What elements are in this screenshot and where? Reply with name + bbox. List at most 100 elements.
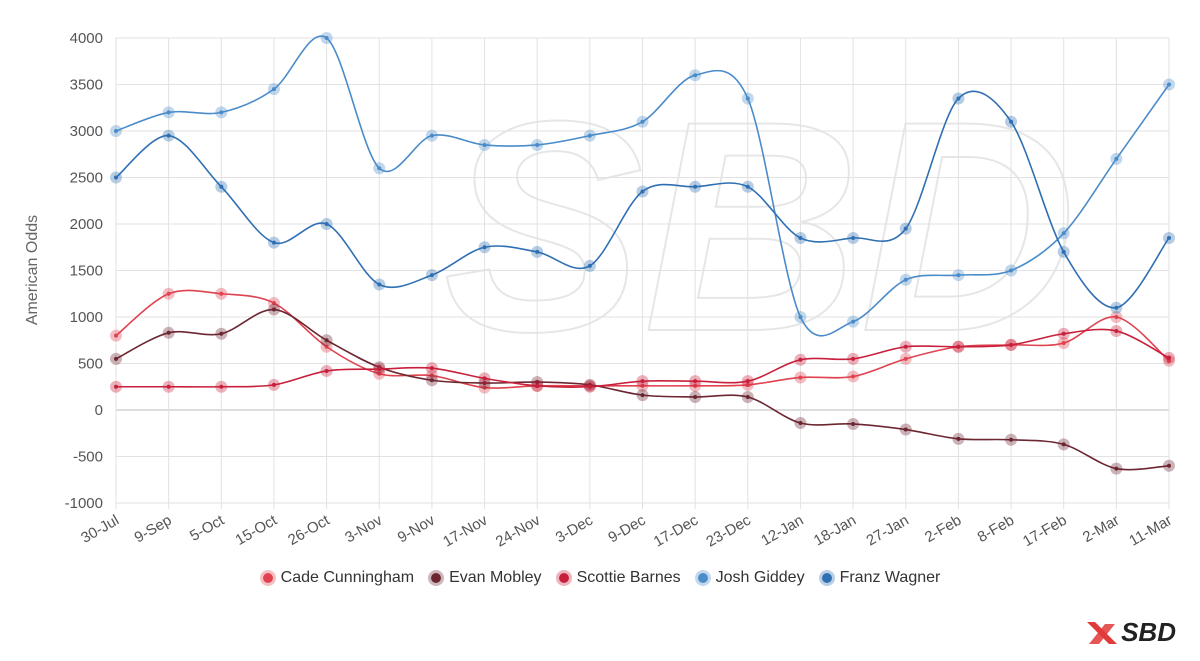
data-point[interactable]	[219, 384, 224, 389]
data-point[interactable]	[640, 119, 645, 124]
data-point[interactable]	[166, 110, 171, 115]
data-point[interactable]	[851, 319, 856, 324]
legend-item[interactable]: Cade Cunningham	[259, 569, 414, 587]
data-point[interactable]	[1061, 249, 1066, 254]
legend-item[interactable]: Franz Wagner	[818, 569, 940, 587]
data-point[interactable]	[745, 382, 750, 387]
data-point[interactable]	[114, 129, 118, 133]
data-point[interactable]	[271, 307, 276, 312]
data-point[interactable]	[640, 379, 645, 384]
data-point[interactable]	[1167, 82, 1171, 87]
data-point[interactable]	[219, 331, 224, 336]
data-point[interactable]	[851, 374, 856, 379]
data-point[interactable]	[482, 142, 487, 147]
data-point[interactable]	[1167, 355, 1171, 360]
data-point[interactable]	[745, 184, 750, 189]
data-point[interactable]	[903, 344, 908, 349]
data-point[interactable]	[798, 315, 803, 319]
data-point[interactable]	[166, 330, 171, 335]
data-point[interactable]	[640, 393, 645, 398]
legend-item[interactable]: Evan Mobley	[428, 569, 542, 587]
data-point[interactable]	[851, 356, 856, 361]
data-point[interactable]	[377, 166, 382, 171]
data-point[interactable]	[640, 189, 645, 194]
data-point[interactable]	[693, 394, 698, 399]
data-point[interactable]	[798, 421, 803, 426]
data-point[interactable]	[535, 142, 540, 147]
data-point[interactable]	[271, 301, 276, 306]
data-point[interactable]	[377, 371, 382, 376]
data-point[interactable]	[482, 245, 487, 250]
data-point[interactable]	[1061, 341, 1066, 346]
data-point[interactable]	[535, 383, 540, 388]
data-point[interactable]	[535, 249, 540, 254]
data-point[interactable]	[482, 376, 487, 381]
data-point[interactable]	[324, 338, 329, 343]
data-point[interactable]	[324, 344, 329, 349]
data-point[interactable]	[482, 381, 487, 386]
legend-item[interactable]: Josh Giddey	[694, 569, 805, 587]
data-point[interactable]	[587, 263, 592, 268]
data-point[interactable]	[271, 382, 276, 387]
data-point[interactable]	[1114, 156, 1119, 161]
data-point[interactable]	[1114, 305, 1119, 310]
data-point[interactable]	[587, 133, 592, 138]
data-point[interactable]	[114, 356, 118, 361]
data-point[interactable]	[587, 384, 592, 389]
data-point[interactable]	[851, 235, 856, 240]
data-point[interactable]	[851, 421, 856, 426]
data-point[interactable]	[745, 394, 750, 399]
data-point[interactable]	[903, 226, 908, 231]
data-point[interactable]	[745, 379, 750, 384]
data-point[interactable]	[219, 184, 224, 189]
data-point[interactable]	[377, 367, 382, 372]
data-point[interactable]	[429, 373, 434, 378]
data-point[interactable]	[956, 273, 961, 278]
data-point[interactable]	[693, 383, 698, 388]
data-point[interactable]	[114, 175, 118, 180]
data-point[interactable]	[693, 73, 698, 78]
data-point[interactable]	[693, 184, 698, 189]
data-point[interactable]	[693, 379, 698, 384]
data-point[interactable]	[324, 36, 329, 40]
data-point[interactable]	[1009, 268, 1014, 273]
data-point[interactable]	[1167, 235, 1171, 240]
data-point[interactable]	[535, 380, 540, 385]
data-point[interactable]	[1009, 119, 1014, 124]
data-point[interactable]	[798, 357, 803, 362]
data-point[interactable]	[219, 110, 224, 115]
data-point[interactable]	[1009, 437, 1014, 442]
data-point[interactable]	[271, 87, 276, 92]
data-point[interactable]	[745, 96, 750, 101]
legend-item[interactable]: Scottie Barnes	[555, 569, 681, 587]
data-point[interactable]	[1167, 358, 1171, 363]
data-point[interactable]	[903, 427, 908, 432]
data-point[interactable]	[956, 436, 961, 441]
data-point[interactable]	[219, 291, 224, 296]
data-point[interactable]	[166, 291, 171, 296]
data-point[interactable]	[798, 375, 803, 380]
data-point[interactable]	[1114, 328, 1119, 333]
data-point[interactable]	[377, 282, 382, 287]
data-point[interactable]	[1061, 231, 1066, 236]
data-point[interactable]	[956, 344, 961, 349]
data-point[interactable]	[1009, 342, 1014, 347]
data-point[interactable]	[429, 378, 434, 383]
data-point[interactable]	[482, 385, 487, 390]
data-point[interactable]	[1167, 463, 1171, 468]
data-point[interactable]	[324, 368, 329, 373]
data-point[interactable]	[1061, 442, 1066, 447]
data-point[interactable]	[798, 235, 803, 240]
data-point[interactable]	[166, 384, 171, 389]
data-point[interactable]	[903, 277, 908, 282]
data-point[interactable]	[114, 384, 118, 389]
data-point[interactable]	[956, 96, 961, 101]
data-point[interactable]	[114, 333, 118, 338]
data-point[interactable]	[271, 240, 276, 245]
data-point[interactable]	[324, 222, 329, 226]
data-point[interactable]	[903, 356, 908, 361]
data-point[interactable]	[1061, 331, 1066, 336]
data-point[interactable]	[1114, 315, 1119, 319]
data-point[interactable]	[1114, 466, 1119, 471]
data-point[interactable]	[640, 383, 645, 388]
